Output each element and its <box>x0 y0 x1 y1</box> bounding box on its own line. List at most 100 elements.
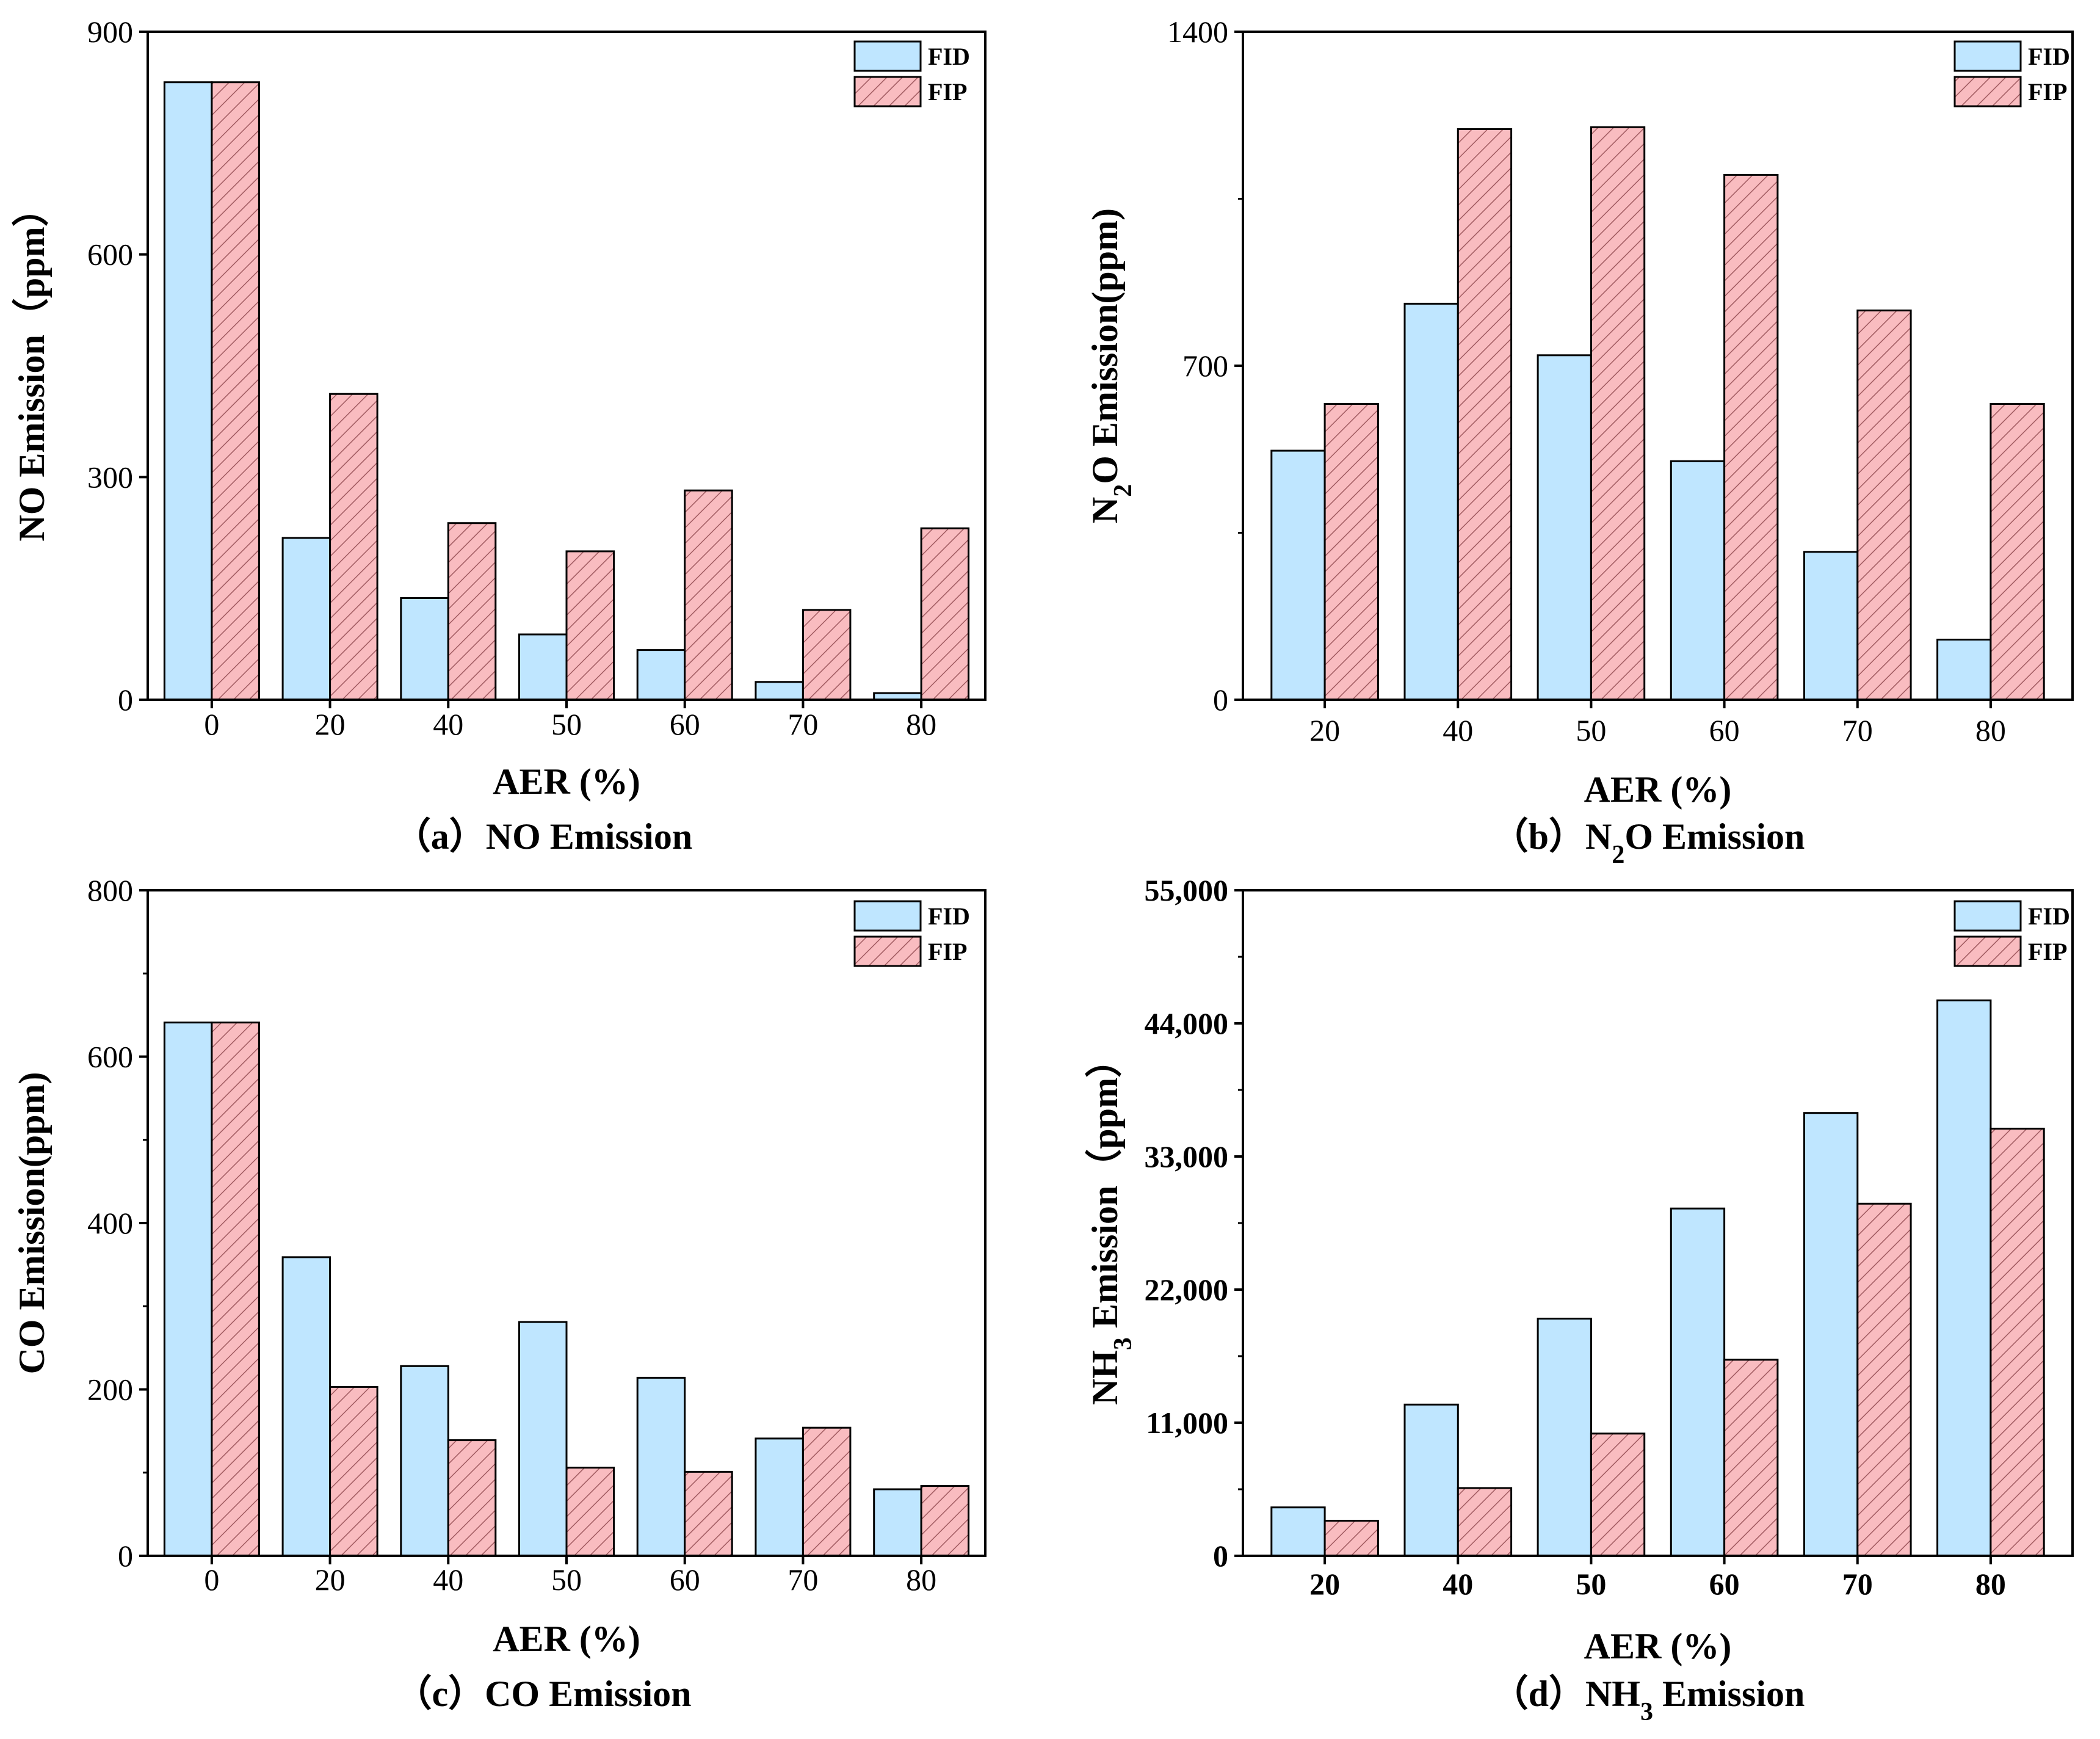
x-tick-label: 60 <box>1709 1567 1740 1601</box>
bar-fip-70 <box>1856 1202 1912 1557</box>
bar-fip-20 <box>1323 1520 1379 1557</box>
y-tick-label: 600 <box>87 1040 133 1074</box>
x-tick-label: 20 <box>1309 1567 1340 1601</box>
y-tick-label: 0 <box>1213 1539 1228 1573</box>
x-axis-title: AER (%) <box>493 761 640 802</box>
y-tick-label: 33,000 <box>1145 1139 1229 1174</box>
bar-fip-80 <box>1990 403 2045 701</box>
bar-fid-50 <box>1537 354 1592 701</box>
legend-label-fip: FIP <box>928 938 967 965</box>
x-tick-label: 20 <box>315 1563 346 1597</box>
bar-fip-80 <box>1990 1127 2045 1557</box>
bar-fip-50 <box>565 1467 615 1557</box>
x-tick-label: 60 <box>670 707 700 741</box>
x-tick-label: 70 <box>1842 1567 1873 1601</box>
bar-fip-40 <box>1457 128 1513 701</box>
x-tick-label: 40 <box>1443 713 1473 747</box>
y-tick-label: 0 <box>1213 683 1228 717</box>
bar-fid-60 <box>1670 460 1726 701</box>
bar-fid-60 <box>636 1376 686 1557</box>
bar-fid-0 <box>163 1022 213 1557</box>
legend-label-fip: FIP <box>928 78 967 106</box>
legend-swatch-fip <box>1953 935 2022 967</box>
x-tick-label: 0 <box>204 707 219 741</box>
bar-fip-50 <box>1590 126 1646 701</box>
legend-label-fid: FID <box>2028 43 2070 70</box>
x-tick-label: 40 <box>1443 1567 1473 1601</box>
bar-fip-60 <box>1723 1359 1779 1557</box>
y-tick-label: 22,000 <box>1145 1272 1229 1307</box>
x-tick-label: 70 <box>788 1563 818 1597</box>
bar-fid-70 <box>1803 551 1859 701</box>
bar-fip-80 <box>920 1485 970 1557</box>
x-tick-label: 0 <box>204 1563 219 1597</box>
legend-swatch-fid <box>1953 900 2022 932</box>
x-axis-title: AER (%) <box>1584 769 1732 810</box>
panel-caption: （d）NH3 Emission <box>1492 1673 1805 1726</box>
x-tick-label: 60 <box>1709 713 1740 747</box>
bar-fid-20 <box>1270 449 1326 701</box>
y-tick-label: 0 <box>118 1539 133 1573</box>
bar-fip-20 <box>329 393 378 701</box>
x-tick-label: 80 <box>1975 1567 2006 1601</box>
legend-swatch-fid <box>1953 40 2022 72</box>
legend-swatch-fip <box>1953 76 2022 107</box>
legend: FID FIP <box>853 900 970 967</box>
bar-fid-70 <box>1803 1112 1859 1557</box>
bar-fid-0 <box>163 81 213 701</box>
x-tick-label: 80 <box>906 1563 936 1597</box>
bar-fid-70 <box>755 681 804 701</box>
bar-fid-80 <box>873 1488 922 1557</box>
panel-caption: （a）NO Emission <box>394 816 692 857</box>
y-tick-label: 700 <box>1182 349 1228 383</box>
bar-fid-40 <box>400 597 449 701</box>
bar-fip-0 <box>211 81 260 701</box>
bar-fid-40 <box>400 1365 449 1557</box>
bar-fid-50 <box>518 1321 568 1557</box>
bar-fid-40 <box>1403 1403 1459 1557</box>
bar-fid-80 <box>1936 639 1992 701</box>
panel-caption: （c）CO Emission <box>395 1673 691 1714</box>
x-tick-label: 50 <box>1576 1567 1606 1601</box>
y-tick-label: 800 <box>87 873 133 907</box>
legend-label-fip: FIP <box>2028 78 2067 106</box>
chart-a: 0 300 600 900 0 20 40 50 60 70 80 AER (%) NO Emissio… <box>11 15 987 857</box>
x-tick-label: 40 <box>433 1563 463 1597</box>
bar-fip-60 <box>1723 173 1779 701</box>
legend-swatch-fip <box>853 76 922 107</box>
bar-fip-40 <box>1457 1487 1513 1557</box>
y-tick-label: 900 <box>87 15 133 49</box>
x-axis-title: AER (%) <box>1584 1626 1732 1666</box>
legend-swatch-fip <box>853 935 922 967</box>
panel-caption: （b）N2O Emission <box>1492 816 1805 869</box>
x-tick-label: 80 <box>1975 713 2006 747</box>
bar-fip-60 <box>684 489 733 701</box>
bar-fid-20 <box>281 537 331 701</box>
x-tick-label: 70 <box>1842 713 1873 747</box>
y-axis-title: NH3 Emission（ppm） <box>1084 1041 1137 1405</box>
legend-label-fid: FID <box>928 902 970 930</box>
legend-swatch-fid <box>853 900 922 932</box>
bar-fid-60 <box>1670 1207 1726 1557</box>
y-axis-title: NO Emission（ppm） <box>11 190 52 541</box>
x-tick-label: 80 <box>906 707 936 741</box>
legend: FID FIP <box>1953 900 2070 967</box>
y-tick-label: 300 <box>87 460 133 494</box>
bar-fip-60 <box>684 1470 733 1557</box>
bar-fip-20 <box>329 1385 378 1557</box>
chart-b: 0 700 1400 20 40 50 60 70 80 AER (%) N2O Emission(… <box>1085 15 2074 869</box>
x-axis-title: AER (%) <box>493 1619 640 1659</box>
y-axis-title: N2O Emission(ppm) <box>1085 208 1137 523</box>
x-tick-label: 40 <box>433 707 463 741</box>
bar-fid-20 <box>281 1256 331 1557</box>
x-tick-label: 50 <box>1576 713 1606 747</box>
bar-fip-20 <box>1323 403 1379 701</box>
x-tick-label: 20 <box>1309 713 1340 747</box>
y-tick-label: 0 <box>118 683 133 717</box>
y-tick-label: 44,000 <box>1145 1006 1229 1040</box>
bar-fip-0 <box>211 1022 260 1557</box>
legend-label-fid: FID <box>2028 902 2070 930</box>
bar-fid-80 <box>1936 999 1992 1557</box>
y-tick-label: 1400 <box>1167 15 1228 49</box>
